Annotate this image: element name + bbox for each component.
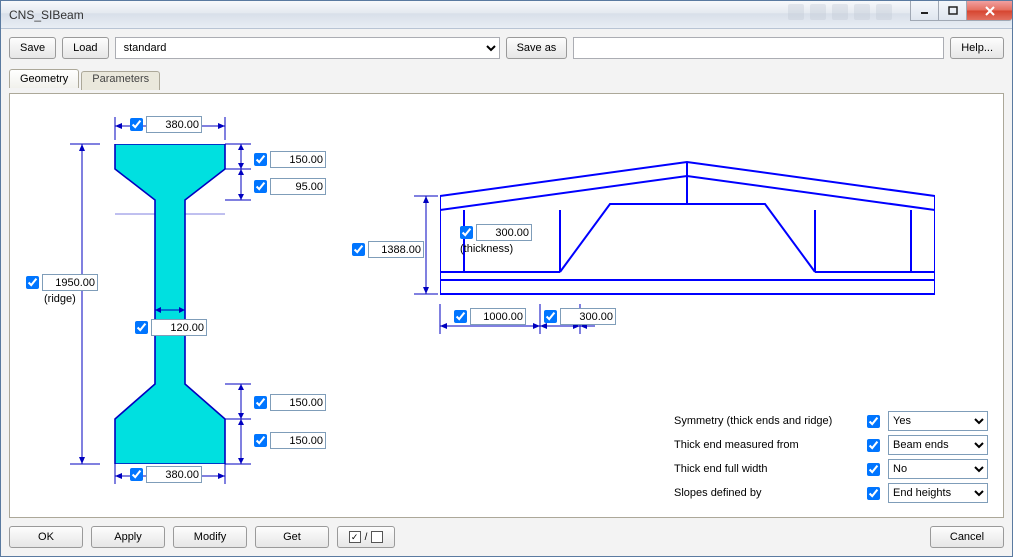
dim-top-flange-value[interactable]: [270, 151, 326, 168]
dim-web-check[interactable]: [135, 321, 148, 334]
dim-bot-width-check[interactable]: [130, 468, 143, 481]
opt-slopes: Slopes defined by End heights: [674, 483, 988, 503]
dim-bot-taper: [254, 394, 326, 411]
load-button[interactable]: Load: [62, 37, 108, 59]
modify-button[interactable]: Modify: [173, 526, 247, 548]
dim-top-width-value[interactable]: [146, 116, 202, 133]
slash-icon: /: [365, 532, 368, 543]
window-title: CNS_SIBeam: [9, 8, 84, 22]
opt-symmetry-label: Symmetry (thick ends and ridge): [674, 415, 859, 427]
opt-thick-full-select[interactable]: No: [888, 459, 988, 479]
dim-total-h-check[interactable]: [352, 243, 365, 256]
opt-slopes-label: Slopes defined by: [674, 487, 859, 499]
content-area: Save Load standard Save as Help... Geome…: [1, 29, 1012, 556]
dim-thickness-check[interactable]: [460, 226, 473, 239]
save-button[interactable]: Save: [9, 37, 56, 59]
dim-total-h-line: [414, 154, 440, 304]
dim-top-taper: [254, 178, 326, 195]
maximize-button[interactable]: [938, 1, 966, 21]
saveas-input[interactable]: [573, 37, 944, 59]
bottom-toolbar: OK Apply Modify Get ✓ / Cancel: [9, 524, 1004, 548]
titlebar: CNS_SIBeam: [1, 1, 1012, 29]
opt-slopes-select[interactable]: End heights: [888, 483, 988, 503]
opt-thick-meas: Thick end measured from Beam ends: [674, 435, 988, 455]
toggle-check-icon-button[interactable]: ✓ /: [337, 526, 395, 548]
dim-total-h-value[interactable]: [368, 241, 424, 258]
opt-slopes-check[interactable]: [867, 487, 880, 500]
unchecked-icon: [371, 531, 383, 543]
cancel-button[interactable]: Cancel: [930, 526, 1004, 548]
top-toolbar: Save Load standard Save as Help...: [9, 37, 1004, 59]
opt-symmetry: Symmetry (thick ends and ridge) Yes: [674, 411, 988, 431]
opt-symmetry-select[interactable]: Yes: [888, 411, 988, 431]
dim-top-taper-check[interactable]: [254, 180, 267, 193]
dim-top-taper-value[interactable]: [270, 178, 326, 195]
opt-thick-meas-select[interactable]: Beam ends: [888, 435, 988, 455]
background-icons: [788, 4, 892, 20]
opt-thick-full: Thick end full width No: [674, 459, 988, 479]
apply-button[interactable]: Apply: [91, 526, 165, 548]
help-button[interactable]: Help...: [950, 37, 1004, 59]
dim-span1: [454, 308, 526, 325]
tab-bar: Geometry Parameters: [9, 69, 1004, 88]
dim-total-h: [352, 241, 424, 258]
dim-ridge: (ridge): [26, 274, 98, 305]
checked-icon: ✓: [349, 531, 361, 543]
dim-top-width: [130, 116, 202, 133]
saveas-button[interactable]: Save as: [506, 37, 568, 59]
profile-select[interactable]: standard: [115, 37, 500, 59]
get-button[interactable]: Get: [255, 526, 329, 548]
close-icon: [984, 6, 996, 16]
opt-symmetry-check[interactable]: [867, 415, 880, 428]
dim-ridge-value[interactable]: [42, 274, 98, 291]
dim-top-flange: [254, 151, 326, 168]
window-controls: [910, 1, 1012, 21]
dim-bot-taper-value[interactable]: [270, 394, 326, 411]
ok-button[interactable]: OK: [9, 526, 83, 548]
dim-bot-taper-check[interactable]: [254, 396, 267, 409]
dim-top-flange-check[interactable]: [254, 153, 267, 166]
dim-thickness: (thickness): [460, 224, 532, 255]
opt-thick-meas-check[interactable]: [867, 439, 880, 452]
app-window: CNS_SIBeam Save Load standard Save as H: [0, 0, 1013, 557]
dim-bot-width: [130, 466, 202, 483]
dim-ridge-label: (ridge): [26, 293, 76, 305]
dim-span1-value[interactable]: [470, 308, 526, 325]
geometry-panel: (ridge): [9, 93, 1004, 518]
dim-bot-width-value[interactable]: [146, 466, 202, 483]
dim-span2-check[interactable]: [544, 310, 557, 323]
dim-top-width-check[interactable]: [130, 118, 143, 131]
minimize-icon: [920, 6, 930, 16]
dim-thickness-value[interactable]: [476, 224, 532, 241]
tab-geometry[interactable]: Geometry: [9, 69, 79, 88]
maximize-icon: [948, 6, 958, 16]
dim-web: [135, 319, 207, 336]
opt-thick-full-label: Thick end full width: [674, 463, 859, 475]
dim-span1-check[interactable]: [454, 310, 467, 323]
dim-bot-flange: [254, 432, 326, 449]
dim-web-value[interactable]: [151, 319, 207, 336]
dim-span2-value[interactable]: [560, 308, 616, 325]
opt-thick-meas-label: Thick end measured from: [674, 439, 859, 451]
dim-bot-flange-value[interactable]: [270, 432, 326, 449]
minimize-button[interactable]: [910, 1, 938, 21]
section-drawing: [105, 144, 235, 464]
opt-thick-full-check[interactable]: [867, 463, 880, 476]
dim-ridge-check[interactable]: [26, 276, 39, 289]
dim-thickness-label: (thickness): [460, 243, 513, 255]
tab-parameters[interactable]: Parameters: [81, 71, 160, 90]
close-button[interactable]: [966, 1, 1012, 21]
dim-span2: [544, 308, 616, 325]
dim-bot-flange-check[interactable]: [254, 434, 267, 447]
